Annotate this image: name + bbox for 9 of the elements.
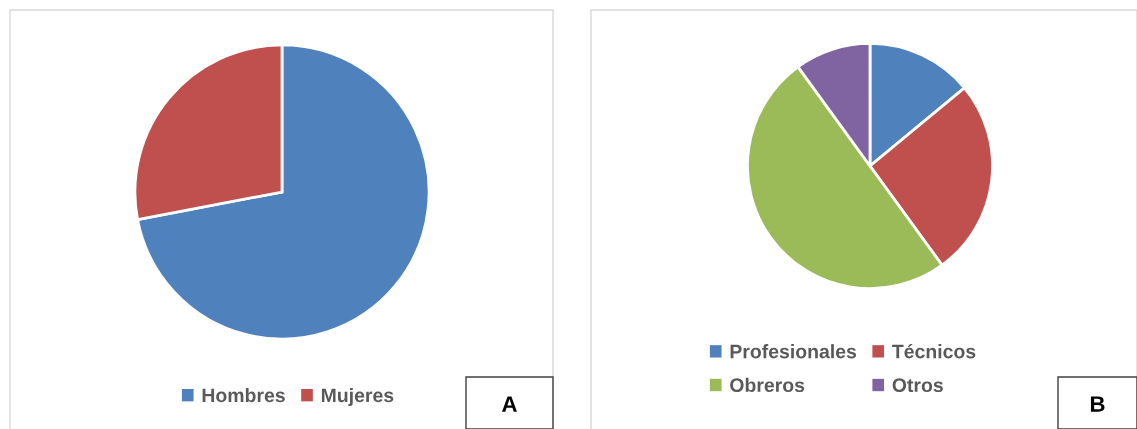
pie-slice	[136, 43, 431, 341]
legend-label: Mujeres	[321, 387, 394, 407]
legend-label: Obreros	[730, 377, 805, 393]
text: B	[1090, 396, 1105, 412]
legend-label: Hombres	[202, 387, 285, 403]
legend-label: Técnicos	[892, 343, 976, 359]
legend-label: Otros	[892, 378, 943, 393]
text: A	[502, 396, 517, 412]
legend-label: Profesionales	[730, 344, 857, 359]
